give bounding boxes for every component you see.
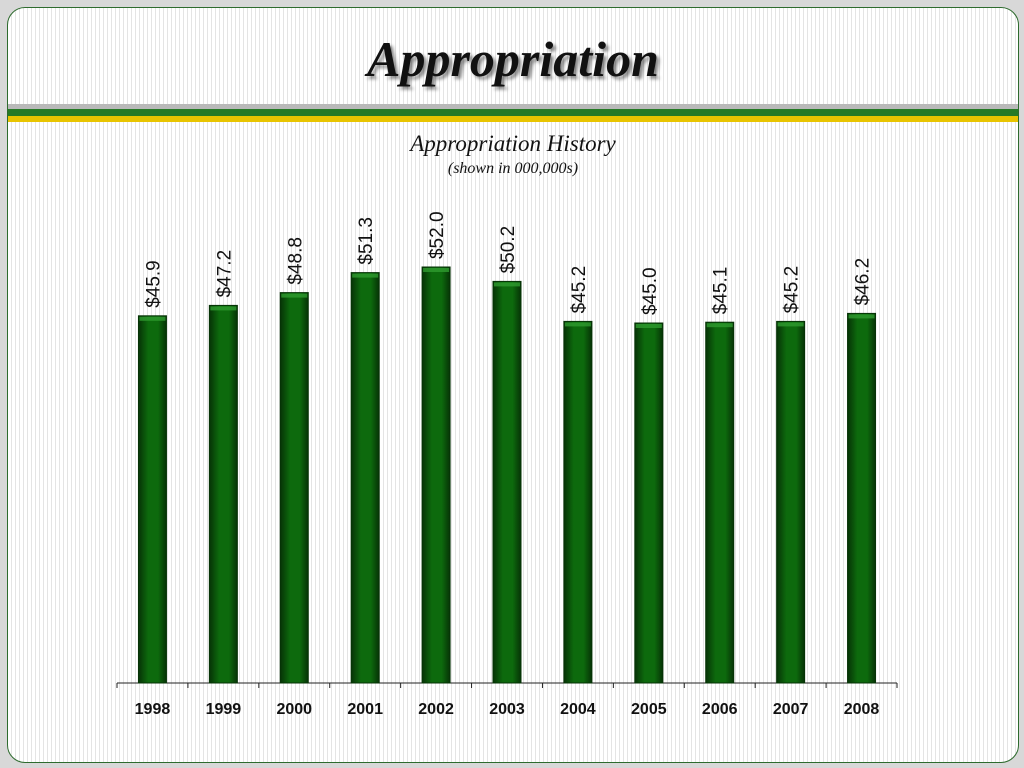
- bar-2007: [776, 320, 806, 684]
- bar-cap-2005: [635, 324, 662, 328]
- x-tick-label-2003: 2003: [489, 701, 525, 718]
- bar-1999: [208, 304, 238, 684]
- data-label-2001: $51.3: [356, 217, 377, 265]
- x-tick-label-2004: 2004: [560, 701, 596, 718]
- bar-1998: [137, 315, 167, 684]
- bar-cap-2004: [564, 322, 591, 327]
- title-divider: [8, 104, 1018, 122]
- divider-stripe-green: [8, 109, 1018, 116]
- x-tick-label-1999: 1999: [206, 701, 242, 718]
- x-tick-label-2006: 2006: [702, 701, 738, 718]
- divider-stripe-grey: [8, 104, 1018, 109]
- data-label-2004: $45.2: [569, 266, 590, 314]
- bar-2003: [492, 280, 522, 684]
- data-label-2006: $45.1: [711, 267, 732, 315]
- x-tick-label-2001: 2001: [347, 701, 383, 718]
- x-tick-label-1998: 1998: [135, 701, 171, 718]
- chart-subtitle: (shown in 000,000s): [447, 160, 579, 177]
- x-tick-label-2008: 2008: [844, 701, 880, 718]
- bar-2002: [421, 266, 451, 684]
- data-label-1998: $45.9: [143, 260, 164, 308]
- data-label-2000: $48.8: [285, 237, 306, 285]
- data-label-1999: $47.2: [214, 250, 235, 298]
- bar-2004: [563, 320, 593, 684]
- bar-cap-2008: [848, 314, 875, 319]
- bar-cap-2007: [777, 322, 804, 327]
- bar-2005: [634, 322, 664, 684]
- data-label-2003: $50.2: [498, 226, 519, 274]
- data-label-2007: $45.2: [782, 266, 803, 314]
- x-tick-label-2000: 2000: [276, 701, 312, 718]
- divider-stripe-yellow: [8, 116, 1018, 122]
- chart-title: Appropriation History: [410, 131, 616, 156]
- data-label-2008: $46.2: [853, 258, 874, 306]
- bar-cap-2002: [423, 268, 450, 272]
- bar-cap-2000: [281, 293, 308, 298]
- bar-cap-2006: [706, 323, 733, 328]
- bar-cap-2003: [494, 282, 520, 287]
- bar-cap-1999: [210, 306, 237, 311]
- x-tick-label-2002: 2002: [418, 701, 454, 718]
- x-tick-label-2007: 2007: [773, 701, 809, 718]
- bar-cap-1998: [139, 316, 166, 321]
- bar-2001: [350, 272, 380, 684]
- bar-2008: [847, 312, 877, 684]
- data-label-2005: $45.0: [640, 267, 661, 315]
- x-tick-label-2005: 2005: [631, 701, 667, 718]
- bar-2000: [279, 292, 309, 684]
- slide-title: Appropriation: [367, 31, 659, 87]
- bar-cap-2001: [352, 273, 379, 278]
- data-label-2002: $52.0: [427, 211, 448, 259]
- bar-2006: [705, 321, 735, 684]
